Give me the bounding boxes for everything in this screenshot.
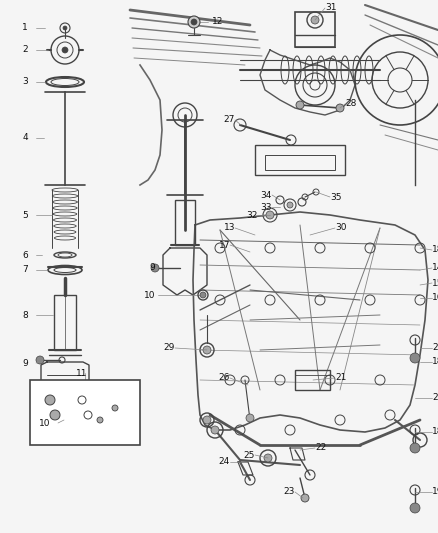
- Text: 27: 27: [224, 116, 235, 125]
- Text: 5: 5: [22, 211, 28, 220]
- Text: 28: 28: [345, 100, 357, 109]
- Text: 1: 1: [22, 23, 28, 33]
- Circle shape: [264, 454, 272, 462]
- Circle shape: [62, 417, 68, 423]
- Text: 3: 3: [22, 77, 28, 86]
- Text: 2: 2: [22, 45, 28, 54]
- Text: 9: 9: [149, 263, 155, 272]
- Circle shape: [50, 410, 60, 420]
- Text: 18: 18: [432, 358, 438, 367]
- Text: 21: 21: [335, 374, 346, 383]
- Text: 10: 10: [144, 290, 155, 300]
- Text: 34: 34: [261, 190, 272, 199]
- Bar: [255, 145, 345, 175]
- Circle shape: [151, 264, 159, 272]
- Circle shape: [188, 16, 200, 28]
- Text: 14: 14: [432, 263, 438, 272]
- Circle shape: [62, 47, 68, 53]
- Circle shape: [36, 356, 44, 364]
- Text: 19: 19: [432, 488, 438, 497]
- Circle shape: [63, 26, 67, 30]
- Text: 35: 35: [330, 192, 342, 201]
- Circle shape: [296, 101, 304, 109]
- Circle shape: [301, 494, 309, 502]
- Bar: [295, 370, 330, 390]
- Circle shape: [203, 346, 211, 354]
- Text: 33: 33: [261, 203, 272, 212]
- Circle shape: [191, 19, 197, 25]
- Text: 12: 12: [212, 18, 223, 27]
- Text: 24: 24: [219, 457, 230, 466]
- Bar: [175, 200, 195, 245]
- Circle shape: [211, 426, 219, 434]
- Circle shape: [311, 16, 319, 24]
- Text: 18: 18: [432, 427, 438, 437]
- Text: 13: 13: [223, 223, 235, 232]
- Text: 18: 18: [432, 246, 438, 254]
- Text: 16: 16: [432, 294, 438, 303]
- Text: 29: 29: [432, 343, 438, 352]
- Text: 4: 4: [22, 133, 28, 142]
- Text: 26: 26: [219, 374, 230, 383]
- Text: 20: 20: [432, 393, 438, 402]
- Bar: [30, 380, 140, 445]
- Bar: [265, 155, 335, 170]
- Text: 23: 23: [284, 488, 295, 497]
- Bar: [295, 12, 335, 47]
- Circle shape: [410, 353, 420, 363]
- Circle shape: [97, 417, 103, 423]
- Text: 30: 30: [335, 223, 346, 232]
- Circle shape: [45, 395, 55, 405]
- Text: 9: 9: [22, 359, 28, 367]
- Circle shape: [410, 503, 420, 513]
- Circle shape: [246, 414, 254, 422]
- Text: 31: 31: [325, 4, 336, 12]
- Text: 6: 6: [22, 251, 28, 260]
- Circle shape: [287, 202, 293, 208]
- Circle shape: [336, 104, 344, 112]
- Circle shape: [112, 405, 118, 411]
- Text: 7: 7: [22, 265, 28, 274]
- Text: 10: 10: [39, 418, 50, 427]
- Bar: [54, 295, 76, 350]
- Circle shape: [203, 416, 211, 424]
- Circle shape: [266, 211, 274, 219]
- Text: 11: 11: [76, 368, 88, 377]
- Text: 8: 8: [22, 311, 28, 319]
- Text: 15: 15: [432, 279, 438, 287]
- Text: 29: 29: [164, 343, 175, 352]
- Circle shape: [200, 292, 206, 298]
- Text: 17: 17: [219, 240, 230, 249]
- Text: 32: 32: [247, 211, 258, 220]
- Text: 22: 22: [315, 443, 326, 453]
- Text: 25: 25: [244, 450, 255, 459]
- Circle shape: [410, 443, 420, 453]
